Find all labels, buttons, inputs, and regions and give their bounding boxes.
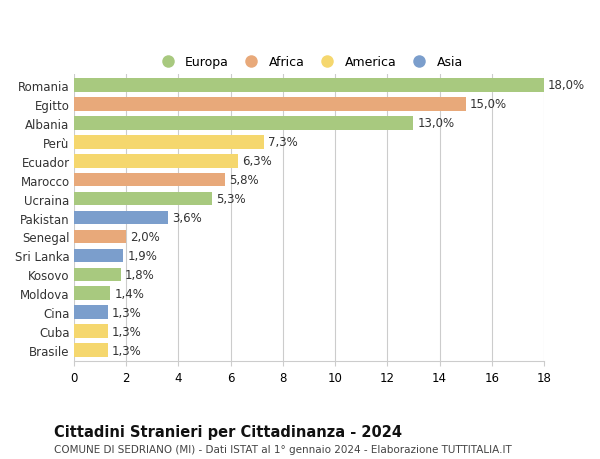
Text: 15,0%: 15,0% <box>470 98 506 111</box>
Bar <box>74 192 212 206</box>
Bar <box>74 306 108 319</box>
Legend: Europa, Africa, America, Asia: Europa, Africa, America, Asia <box>152 53 465 71</box>
Text: 5,3%: 5,3% <box>216 193 246 206</box>
Bar <box>74 268 121 281</box>
Text: 6,3%: 6,3% <box>242 155 272 168</box>
Text: 2,0%: 2,0% <box>130 230 160 243</box>
Bar <box>74 117 413 130</box>
Bar <box>74 211 168 225</box>
Bar <box>74 98 466 112</box>
Bar <box>74 249 124 263</box>
Text: 1,3%: 1,3% <box>112 306 142 319</box>
Text: 1,3%: 1,3% <box>112 344 142 357</box>
Text: COMUNE DI SEDRIANO (MI) - Dati ISTAT al 1° gennaio 2024 - Elaborazione TUTTITALI: COMUNE DI SEDRIANO (MI) - Dati ISTAT al … <box>54 444 512 454</box>
Bar <box>74 155 238 168</box>
Text: 3,6%: 3,6% <box>172 212 202 224</box>
Text: 5,8%: 5,8% <box>229 174 259 187</box>
Text: 7,3%: 7,3% <box>268 136 298 149</box>
Bar <box>74 343 108 357</box>
Bar <box>74 79 544 93</box>
Bar <box>74 287 110 301</box>
Text: 18,0%: 18,0% <box>548 79 585 92</box>
Text: 1,4%: 1,4% <box>114 287 144 300</box>
Bar <box>74 325 108 338</box>
Bar <box>74 174 226 187</box>
Bar <box>74 136 265 149</box>
Bar <box>74 230 126 244</box>
Text: 1,9%: 1,9% <box>127 249 157 263</box>
Text: Cittadini Stranieri per Cittadinanza - 2024: Cittadini Stranieri per Cittadinanza - 2… <box>54 425 402 440</box>
Text: 1,8%: 1,8% <box>125 268 154 281</box>
Text: 1,3%: 1,3% <box>112 325 142 338</box>
Text: 13,0%: 13,0% <box>418 117 454 130</box>
